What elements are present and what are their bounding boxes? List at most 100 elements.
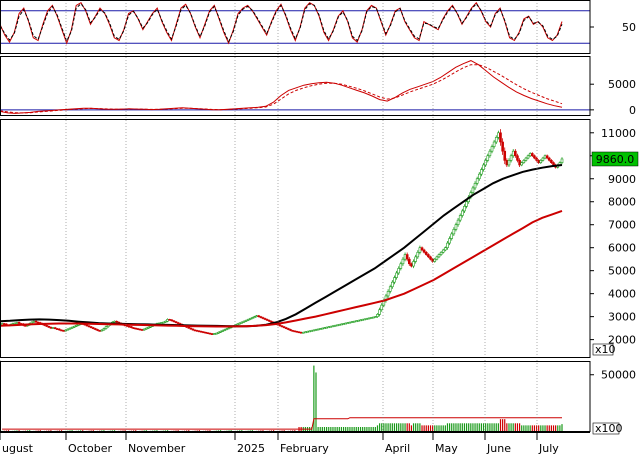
candle-body-208: [439, 251, 443, 255]
candle-body-127: [268, 320, 271, 322]
candle-body-107: [225, 328, 229, 330]
candle-body-126: [265, 319, 269, 321]
candle-body-245: [518, 160, 521, 166]
candle-body-250: [528, 153, 532, 157]
volume-scale-note-box: [592, 422, 620, 435]
candle-body-98: [206, 332, 210, 335]
xtick-label-1: October: [68, 442, 112, 455]
macd-series-0: [0, 60, 563, 114]
candle-body-216: [456, 219, 460, 226]
candle-body-179: [378, 309, 381, 315]
candle-body-155: [327, 326, 331, 329]
candle-body-108: [227, 327, 231, 329]
candle-body-2: [2, 323, 6, 325]
candle-body-135: [285, 327, 288, 329]
candle-body-177: [374, 316, 377, 318]
candle-body-148: [312, 329, 316, 332]
candle-body-231: [488, 150, 492, 157]
candle-body-69: [145, 327, 148, 330]
candle-body-16: [32, 320, 36, 323]
candle-body-124: [261, 317, 265, 319]
candle-body-242: [511, 150, 515, 157]
candle-body-25: [51, 327, 55, 329]
price-ytick-label-2: 9000: [608, 173, 636, 186]
candle-body-54: [113, 320, 116, 323]
candle-body-17: [34, 320, 38, 323]
macd-ytick-label-1: 0: [629, 104, 636, 117]
candle-body-125: [263, 318, 267, 320]
candle-body-61: [128, 325, 131, 328]
candle-body-227: [480, 169, 483, 175]
candle-body-97: [204, 331, 208, 334]
candle-body-210: [444, 247, 447, 251]
candle-body-185: [391, 281, 394, 288]
candle-body-166: [350, 321, 354, 323]
candle-body-140: [295, 331, 299, 333]
candle-body-114: [240, 321, 244, 324]
candle-body-157: [331, 325, 335, 328]
candle-body-94: [198, 330, 201, 333]
candle-body-188: [397, 268, 401, 274]
candle-body-103: [217, 331, 220, 334]
candle-body-24: [49, 326, 53, 329]
candle-body-71: [149, 325, 152, 328]
candle-body-105: [221, 330, 224, 332]
candle-body-230: [486, 155, 490, 161]
candle-body-259: [547, 157, 551, 161]
candle-body-224: [473, 183, 477, 189]
candle-body-36: [75, 325, 78, 327]
candle-body-44: [92, 327, 95, 329]
candle-body-64: [134, 327, 138, 330]
price-ytick-label-6: 5000: [608, 265, 636, 278]
volume-ytick-label-0: 50000: [601, 369, 636, 382]
candle-body-202: [427, 254, 430, 258]
candle-body-145: [306, 331, 309, 333]
candle-body-139: [293, 330, 297, 333]
candle-body-214: [452, 229, 456, 235]
stoch-ytick-label-0: 50: [622, 21, 636, 34]
candle-body-143: [301, 331, 305, 334]
candle-body-169: [357, 320, 360, 322]
candle-body-136: [287, 328, 290, 330]
candle-body-149: [314, 329, 318, 331]
candle-body-55: [115, 320, 118, 323]
candle-body-141: [297, 331, 301, 334]
candle-body-43: [89, 326, 93, 329]
candle-body-76: [159, 322, 163, 324]
xtick-label-5: April: [385, 442, 410, 455]
candle-body-251: [531, 153, 534, 157]
price-panel: 1100010000900080007000600050004000300020…: [0, 127, 639, 356]
candle-body-240: [507, 160, 511, 166]
candle-body-27: [55, 328, 59, 330]
candle-body-119: [251, 317, 254, 319]
candle-body-28: [58, 328, 61, 331]
macd-ytick-label-0: 5000: [608, 78, 636, 91]
candle-body-93: [195, 330, 199, 332]
last-price-label: 9860.0: [596, 153, 635, 166]
candle-body-234: [494, 137, 498, 143]
candle-body-144: [304, 331, 307, 334]
candle-body-217: [458, 215, 462, 221]
candle-body-223: [471, 187, 475, 193]
candle-body-203: [429, 256, 432, 260]
candle-body-184: [388, 286, 392, 292]
volume-ma-line: [2, 417, 562, 430]
candle-body-233: [492, 141, 496, 147]
panel-frames: [0, 0, 591, 433]
candle-body-186: [393, 277, 396, 283]
candle-body-241: [509, 155, 513, 161]
candle-body-137: [289, 329, 292, 331]
candle-body-104: [219, 331, 222, 333]
candle-body-261: [552, 162, 555, 166]
candle-body-201: [424, 251, 428, 255]
x-axis: ugust October November 2025 February April May…: [0, 0, 559, 455]
candle-body-159: [335, 324, 339, 327]
candle-body-244: [516, 155, 519, 161]
candle-body-238: [503, 150, 507, 161]
candle-body-34: [70, 326, 74, 329]
candle-body-178: [376, 314, 379, 317]
candle-body-68: [142, 328, 146, 331]
candle-body-257: [543, 155, 547, 159]
candle-body-212: [448, 238, 451, 244]
candle-body-150: [316, 328, 320, 331]
